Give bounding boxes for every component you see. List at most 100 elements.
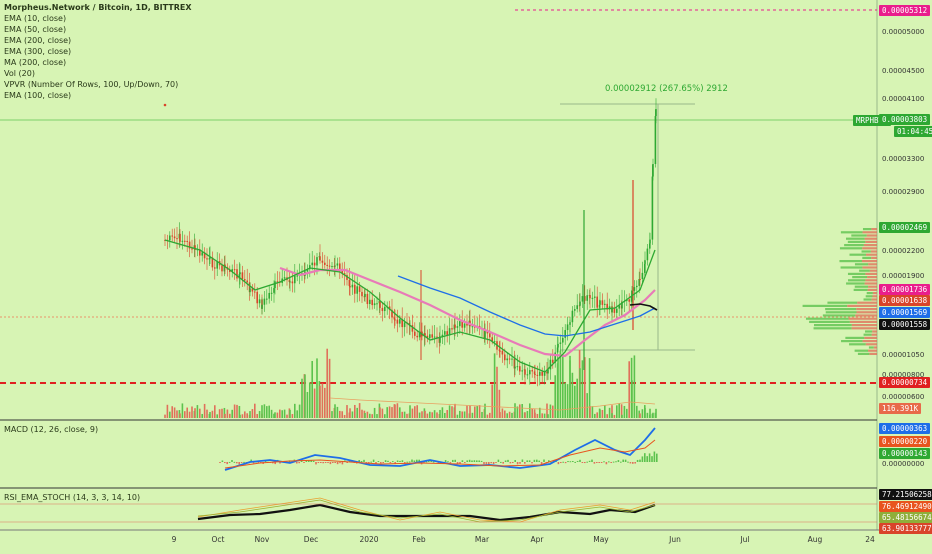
- macd-histogram-bar: [384, 460, 387, 462]
- macd-histogram-bar: [308, 460, 310, 462]
- candle-body: [184, 240, 186, 242]
- indicator-ema200[interactable]: EMA (200, close): [4, 36, 72, 45]
- vpvr-bar-down: [868, 263, 877, 266]
- candle-body: [246, 280, 248, 283]
- volume-bar: [526, 411, 529, 418]
- vpvr-bar-down: [867, 288, 877, 291]
- macd-histogram-bar: [219, 462, 221, 463]
- vpvr-bar-up: [846, 237, 865, 240]
- vpvr-bar-down: [857, 301, 877, 304]
- volume-bar: [361, 409, 363, 418]
- macd-histogram-bar: [329, 462, 332, 465]
- candle-body: [369, 299, 371, 305]
- volume-bar: [463, 411, 466, 418]
- indicator-ma200[interactable]: MA (200, close): [4, 58, 67, 67]
- macd-histogram-bar: [471, 460, 473, 462]
- volume-bar: [313, 388, 316, 418]
- macd-histogram-bar: [574, 461, 576, 463]
- candle-body: [319, 256, 321, 261]
- vpvr-bar-down: [870, 250, 877, 253]
- candle-body: [621, 301, 623, 309]
- candle-body: [459, 321, 461, 327]
- volume-bar: [283, 409, 286, 418]
- indicator-vpvr[interactable]: VPVR (Number Of Rows, 100, Up/Down, 70): [4, 80, 179, 89]
- candle-body: [411, 325, 414, 332]
- candle-body: [266, 298, 268, 300]
- candle-body: [491, 337, 493, 342]
- volume-bar: [386, 407, 388, 418]
- price-tag: 0.00000734: [879, 377, 931, 388]
- volume-bar: [476, 405, 478, 418]
- volume-bar: [581, 360, 584, 418]
- vpvr-bar-down: [869, 269, 877, 272]
- volume-bar: [611, 413, 613, 418]
- candle-body: [426, 335, 429, 339]
- volume-bar: [574, 385, 576, 418]
- macd-histogram-bar: [449, 462, 452, 464]
- volume-bar: [274, 412, 276, 418]
- candle-body: [236, 269, 238, 279]
- candle-body: [524, 369, 526, 375]
- volume-bar: [336, 406, 339, 418]
- volume-bar: [652, 412, 654, 418]
- volume-bar: [543, 413, 546, 418]
- candle-body: [630, 296, 633, 302]
- volume-bar: [414, 406, 416, 418]
- rsi-label[interactable]: RSI_EMA_STOCH (14, 3, 3, 14, 10): [4, 493, 141, 502]
- candle-body: [484, 330, 486, 339]
- volume-bar: [596, 412, 598, 418]
- vpvr-bar-down: [871, 228, 877, 231]
- vpvr-bar-down: [871, 298, 877, 301]
- candle-body: [296, 275, 298, 277]
- macd-histogram-bar: [377, 461, 380, 463]
- volume-bar: [459, 410, 461, 418]
- vpvr-bar-down: [856, 308, 877, 311]
- indicator-ema100[interactable]: EMA (100, close): [4, 91, 72, 100]
- macd-histogram-bar: [584, 462, 586, 464]
- vpvr-bar-down: [872, 292, 877, 295]
- indicator-ema300[interactable]: EMA (300, close): [4, 47, 72, 56]
- volume-bar: [626, 408, 628, 418]
- candle-body: [416, 335, 418, 338]
- volume-bar: [164, 414, 166, 418]
- candle-body: [256, 291, 258, 304]
- rsi-tag: 77.21506258: [879, 489, 932, 500]
- volume-bar: [644, 407, 646, 418]
- macd-histogram-bar: [596, 462, 598, 463]
- candle-body: [214, 267, 216, 269]
- rsi-ema-line: [197, 503, 656, 522]
- candle-body: [331, 266, 333, 268]
- volume-bar: [433, 410, 436, 418]
- candle-body: [599, 300, 601, 305]
- vpvr-bar-down: [865, 272, 877, 275]
- candle-body: [288, 280, 291, 283]
- volume-bar: [579, 368, 581, 418]
- volume-bar: [266, 406, 268, 418]
- vpvr-bar-down: [861, 260, 877, 263]
- vpvr-bar-up: [825, 311, 857, 314]
- volume-bar: [241, 414, 244, 418]
- ema-black-line: [629, 303, 658, 311]
- macd-tag: 0.00000363: [879, 423, 931, 434]
- volume-bar: [631, 380, 633, 418]
- volume-bar: [394, 404, 396, 418]
- volume-bar: [188, 411, 191, 418]
- vpvr-bar-up: [863, 298, 872, 301]
- volume-bar: [343, 414, 346, 418]
- volume-bar: [254, 403, 256, 418]
- vpvr-bar-up: [805, 317, 849, 320]
- macd-label[interactable]: MACD (12, 26, close, 9): [4, 425, 99, 434]
- vpvr-bar-down: [851, 324, 877, 327]
- macd-histogram-bar: [428, 460, 430, 462]
- volume-bar: [554, 375, 556, 418]
- candle-body: [571, 310, 574, 323]
- candle-body: [514, 366, 516, 369]
- indicator-ema10[interactable]: EMA (10, close): [4, 14, 67, 23]
- indicator-ema50[interactable]: EMA (50, close): [4, 25, 67, 34]
- volume-bar: [346, 405, 348, 418]
- price-tag: 0.00005312: [879, 5, 931, 16]
- candle-body: [446, 331, 448, 336]
- indicator-vol[interactable]: Vol (20): [4, 69, 35, 78]
